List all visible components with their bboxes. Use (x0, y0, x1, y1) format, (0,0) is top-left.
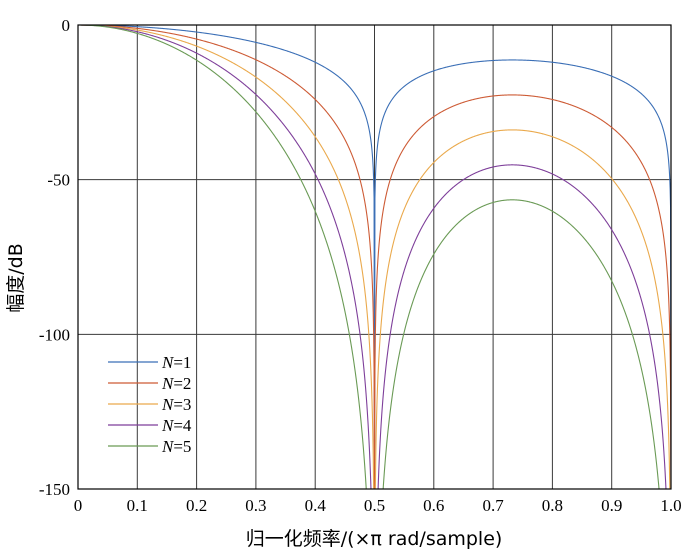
y-tick-label: -150 (39, 480, 70, 499)
x-tick-label: 0.7 (482, 496, 504, 515)
legend-entry: N=4 (161, 416, 192, 435)
legend-entry: N=3 (161, 395, 191, 414)
tick-labels: 0 0.1 0.2 0.3 0.4 0.5 0.6 0.7 0.8 0.9 1.0 0 -50 -100 -… (39, 16, 682, 515)
y-tick-label: -50 (47, 171, 70, 190)
x-tick-label: 0.2 (186, 496, 207, 515)
x-tick-label: 0 (74, 496, 83, 515)
x-tick-label: 1.0 (660, 496, 681, 515)
series-line-N2 (78, 25, 671, 489)
y-tick-label: -100 (39, 325, 70, 344)
y-tick-label: 0 (62, 16, 71, 35)
x-tick-label: 0.4 (305, 496, 327, 515)
plot-frame (77, 24, 672, 490)
y-axis-label: 幅度/dB (5, 243, 27, 313)
series-line-N4 (78, 25, 667, 489)
x-tick-label: 0.9 (601, 496, 622, 515)
legend: N=1 N=2 N=3 N=4 N=5 (108, 353, 192, 456)
axes (77, 24, 672, 490)
x-tick-label: 0.6 (423, 496, 444, 515)
x-tick-label: 0.5 (364, 496, 385, 515)
series-line-N1 (78, 25, 671, 489)
series-lines (78, 25, 671, 489)
x-axis-label: 归一化频率/(×π rad/sample) (246, 528, 503, 550)
x-tick-label: 0.1 (127, 496, 148, 515)
legend-entry: N=1 (161, 353, 191, 372)
x-tick-label: 0.3 (245, 496, 266, 515)
legend-entry: N=2 (161, 374, 191, 393)
x-tick-label: 0.8 (542, 496, 563, 515)
series-line-N5 (78, 25, 660, 489)
series-line-N3 (78, 25, 671, 489)
legend-entry: N=5 (161, 437, 191, 456)
